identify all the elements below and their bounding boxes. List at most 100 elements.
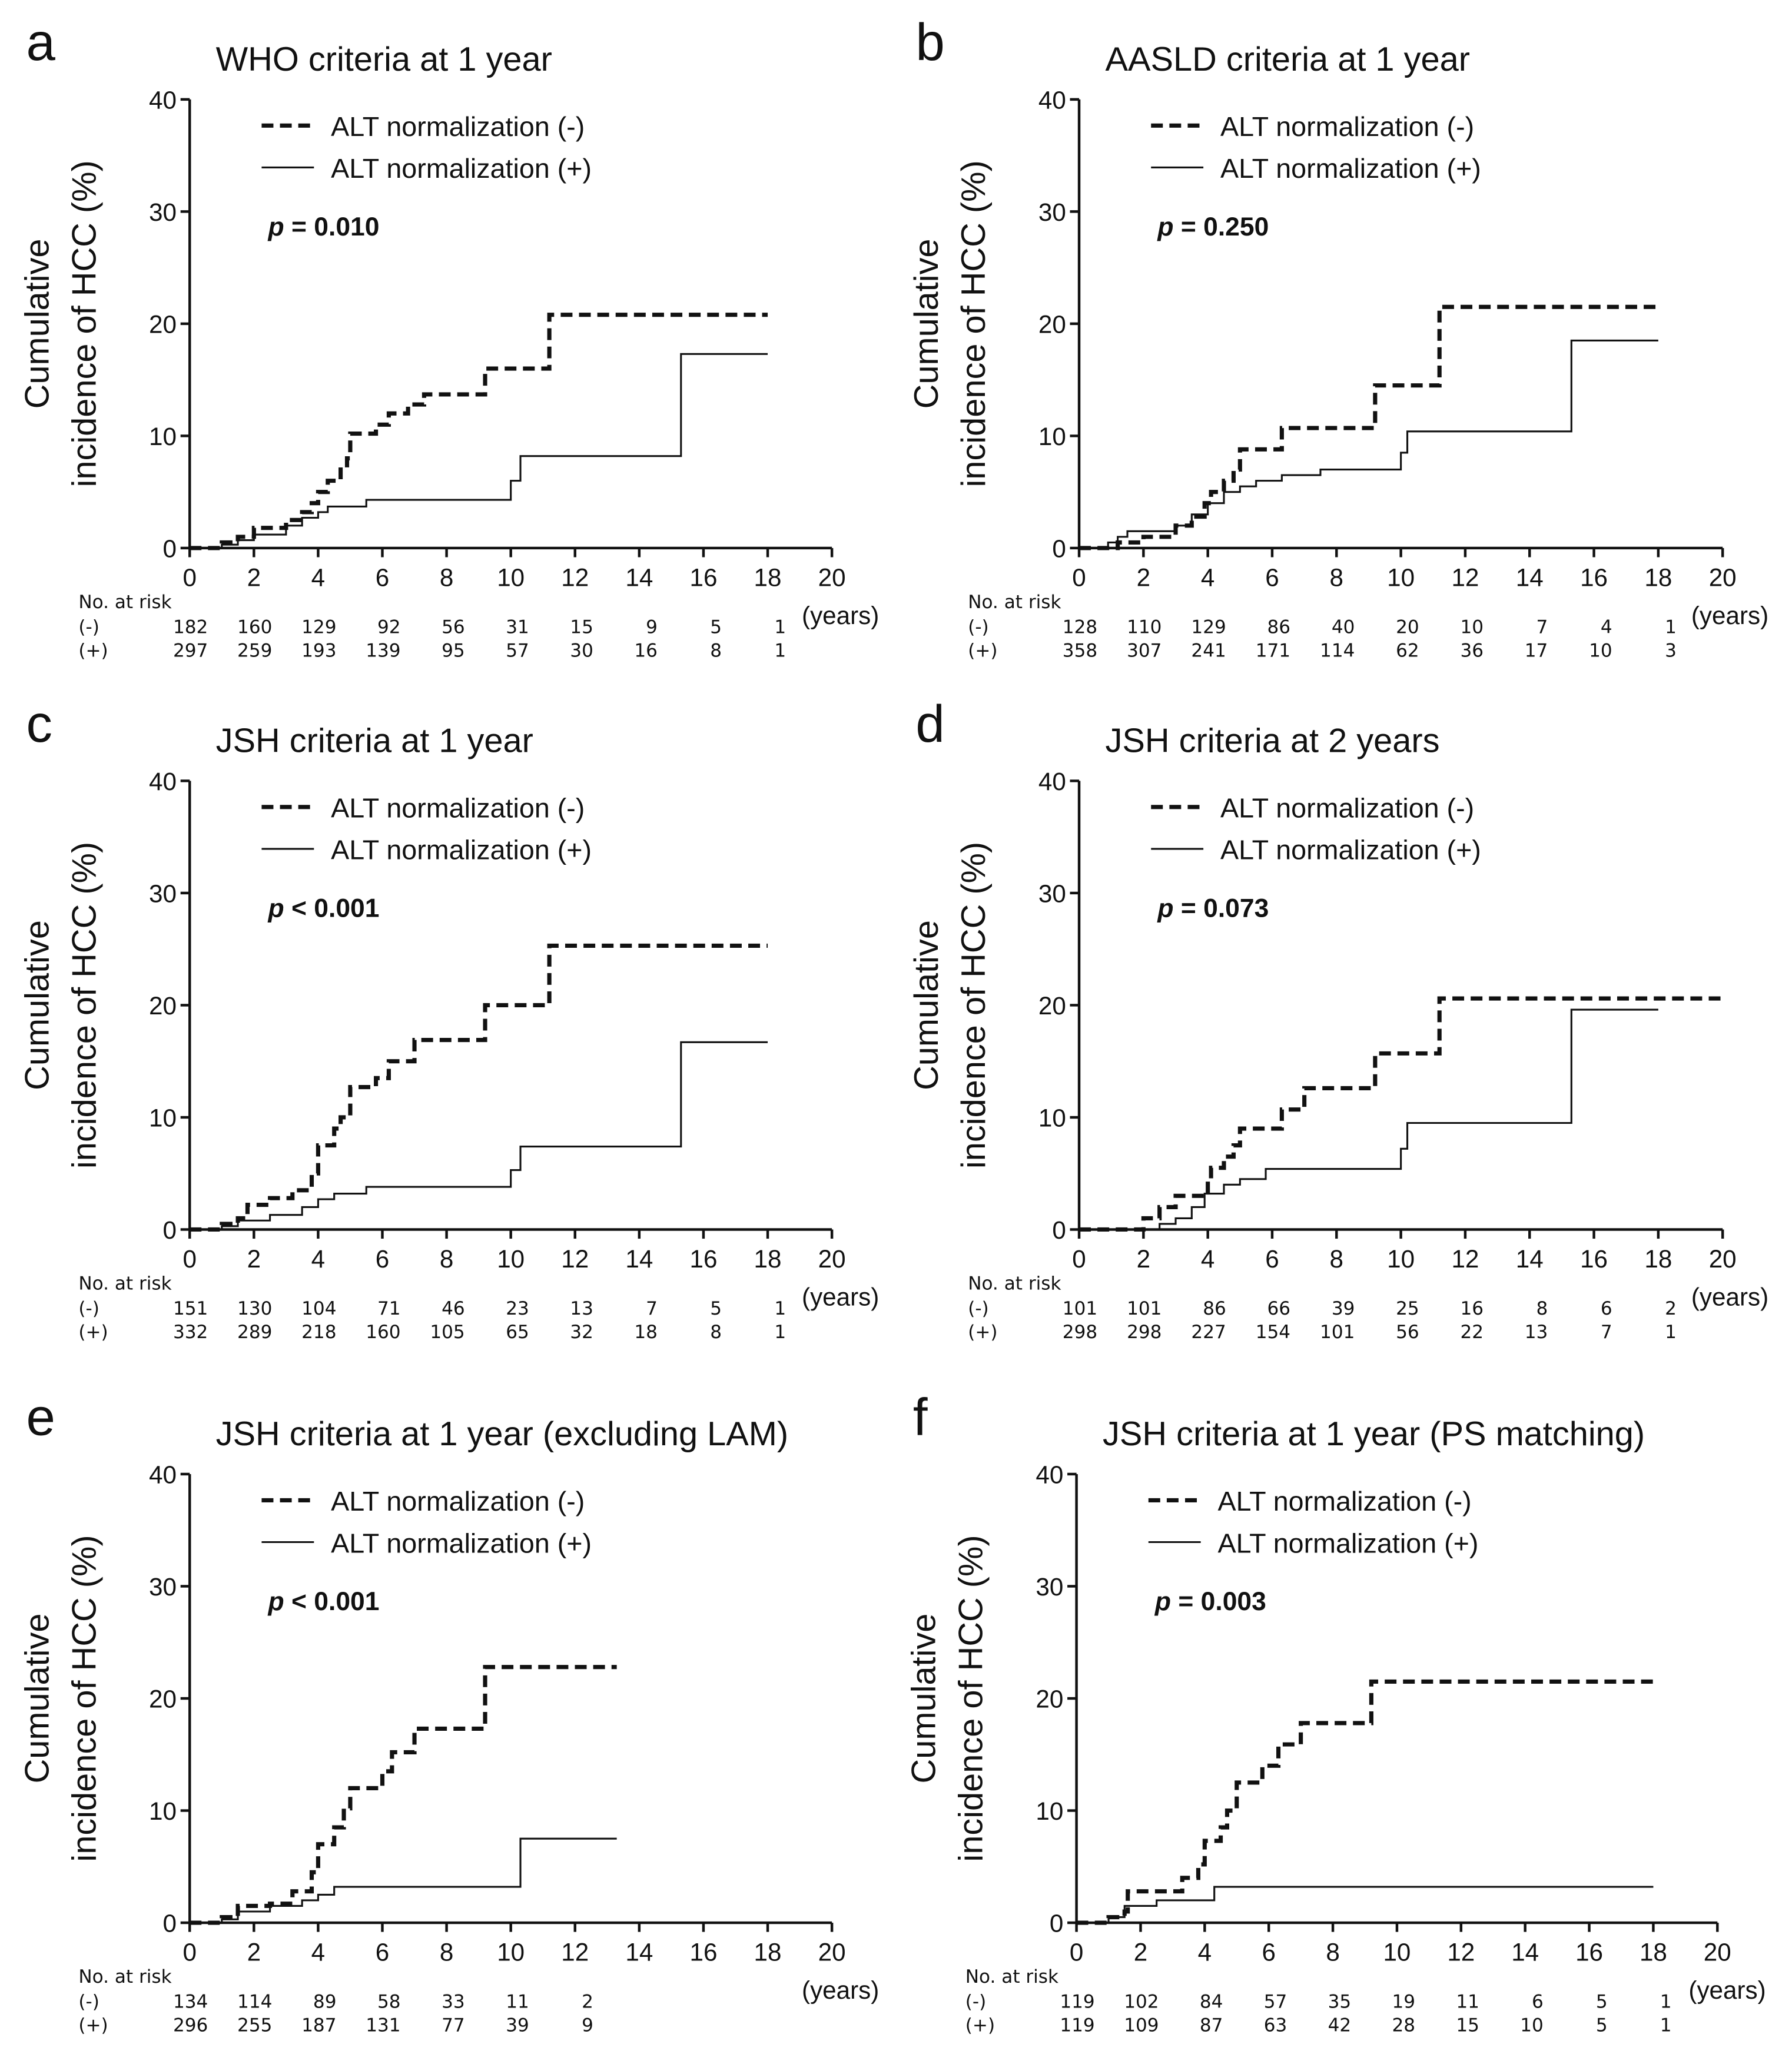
- x-tick-label: 20: [818, 1245, 846, 1273]
- risk-value: 58: [377, 1991, 401, 2012]
- y-tick-label: 30: [149, 198, 177, 226]
- risk-row-label: (-): [78, 1991, 99, 2012]
- risk-value: 35: [1328, 1991, 1352, 2012]
- risk-value: 86: [1267, 616, 1291, 638]
- risk-value: 6: [1601, 1298, 1612, 1319]
- km-curve-alt-normalization-negative: [1076, 1679, 1654, 1925]
- risk-value: 16: [634, 640, 658, 661]
- x-tick-label: 14: [625, 1245, 653, 1273]
- risk-value: 8: [1537, 1298, 1548, 1319]
- risk-value: 30: [570, 640, 593, 661]
- risk-row-label: (+): [78, 2015, 108, 2036]
- risk-value: 119: [1060, 2015, 1094, 2036]
- risk-value: 1: [774, 1322, 786, 1343]
- panel-letter: a: [26, 13, 56, 71]
- risk-value: 11: [1456, 1991, 1479, 2012]
- p-symbol: p: [1154, 1587, 1178, 1616]
- risk-value: 130: [237, 1298, 272, 1319]
- y-axis-label: incidence of HCC (%): [953, 1535, 990, 1861]
- x-tick-label: 8: [1330, 1245, 1343, 1273]
- risk-value: 13: [570, 1298, 593, 1319]
- risk-table-header: No. at risk: [968, 1273, 1061, 1295]
- panel-letter: e: [26, 1388, 55, 1446]
- risk-value: 101: [1127, 1298, 1162, 1319]
- y-tick-label: 40: [149, 86, 177, 114]
- risk-value: 129: [1191, 616, 1226, 638]
- y-axis-label: incidence of HCC (%): [65, 160, 103, 487]
- risk-value: 7: [646, 1298, 658, 1319]
- risk-value: 6: [1532, 1991, 1544, 2012]
- y-tick-label: 10: [1036, 1797, 1063, 1825]
- x-tick-label: 8: [440, 1245, 453, 1273]
- y-axis-label: Cumulative: [905, 1614, 943, 1784]
- x-tick-label: 20: [1709, 1245, 1737, 1273]
- x-tick-label: 12: [1447, 1938, 1475, 1966]
- risk-value: 2: [582, 1991, 593, 2012]
- y-axis-label: Cumulative: [18, 1614, 56, 1784]
- risk-value: 5: [1596, 2015, 1608, 2036]
- risk-value: 89: [313, 1991, 337, 2012]
- km-curve-alt-normalization-negative: [190, 313, 768, 550]
- y-tick-label: 10: [149, 423, 177, 450]
- risk-row-label: (-): [968, 616, 988, 638]
- risk-value: 33: [442, 1991, 465, 2012]
- x-tick-label: 0: [182, 563, 196, 591]
- risk-value: 77: [442, 2015, 465, 2036]
- km-curve-alt-normalization-positive: [190, 353, 768, 549]
- x-tick-label: 10: [1383, 1938, 1411, 1966]
- risk-value: 10: [1520, 2015, 1544, 2036]
- y-tick-label: 30: [1036, 1573, 1063, 1601]
- y-tick-label: 40: [1038, 768, 1066, 795]
- x-tick-label: 20: [1704, 1938, 1731, 1966]
- risk-value: 1: [1660, 2015, 1672, 2036]
- y-axis-label: Cumulative: [18, 238, 56, 409]
- panel-title: JSH criteria at 1 year (excluding LAM): [216, 1415, 788, 1453]
- risk-value: 19: [1392, 1991, 1415, 2012]
- p-value-text: = 0.010: [291, 213, 379, 241]
- x-tick-label: 12: [561, 1245, 589, 1273]
- x-tick-label: 4: [311, 563, 325, 591]
- y-tick-label: 0: [163, 1910, 177, 1937]
- x-tick-label: 16: [689, 1245, 717, 1273]
- y-tick-label: 20: [1038, 992, 1066, 1020]
- x-tick-label: 10: [497, 1245, 525, 1273]
- panel-letter: d: [915, 695, 944, 753]
- legend-label: ALT normalization (-): [331, 793, 585, 824]
- y-tick-label: 10: [1038, 1104, 1066, 1132]
- risk-value: 87: [1200, 2015, 1223, 2036]
- risk-value: 289: [237, 1322, 272, 1343]
- x-tick-label: 14: [1511, 1938, 1539, 1966]
- y-tick-label: 40: [149, 1461, 177, 1489]
- panel-title: WHO criteria at 1 year: [216, 41, 552, 78]
- risk-value: 9: [646, 616, 658, 638]
- x-tick-label: 18: [1644, 1245, 1672, 1273]
- risk-value: 114: [1320, 640, 1355, 661]
- risk-value: 42: [1328, 2015, 1352, 2036]
- y-axis-label: Cumulative: [18, 920, 56, 1090]
- risk-value: 1: [1660, 1991, 1672, 2012]
- y-tick-label: 10: [149, 1797, 177, 1825]
- risk-value: 187: [301, 2015, 336, 2036]
- x-tick-label: 4: [1201, 563, 1214, 591]
- risk-value: 358: [1063, 640, 1097, 661]
- x-tick-label: 2: [247, 563, 261, 591]
- km-curve-alt-normalization-negative: [1079, 996, 1723, 1232]
- x-axis-unit: (years): [802, 1283, 879, 1310]
- risk-value: 110: [1127, 616, 1162, 638]
- x-tick-label: 2: [247, 1938, 261, 1966]
- risk-value: 128: [1063, 616, 1097, 638]
- risk-value: 139: [366, 640, 400, 661]
- panel-b: b AASLD criteria at 1 year 0 10 20 30 40 0 2 4 6 8 1…: [908, 13, 1768, 661]
- y-tick-label: 0: [1050, 1910, 1063, 1937]
- x-tick-label: 16: [689, 563, 717, 591]
- risk-value: 160: [237, 616, 272, 638]
- risk-value: 22: [1460, 1322, 1484, 1343]
- km-curve-alt-normalization-negative: [190, 943, 768, 1232]
- legend-label: ALT normalization (+): [331, 153, 592, 184]
- x-tick-label: 0: [1072, 1245, 1086, 1273]
- risk-value: 10: [1589, 640, 1612, 661]
- risk-value: 23: [506, 1298, 529, 1319]
- x-tick-label: 18: [754, 1938, 782, 1966]
- risk-value: 46: [442, 1298, 465, 1319]
